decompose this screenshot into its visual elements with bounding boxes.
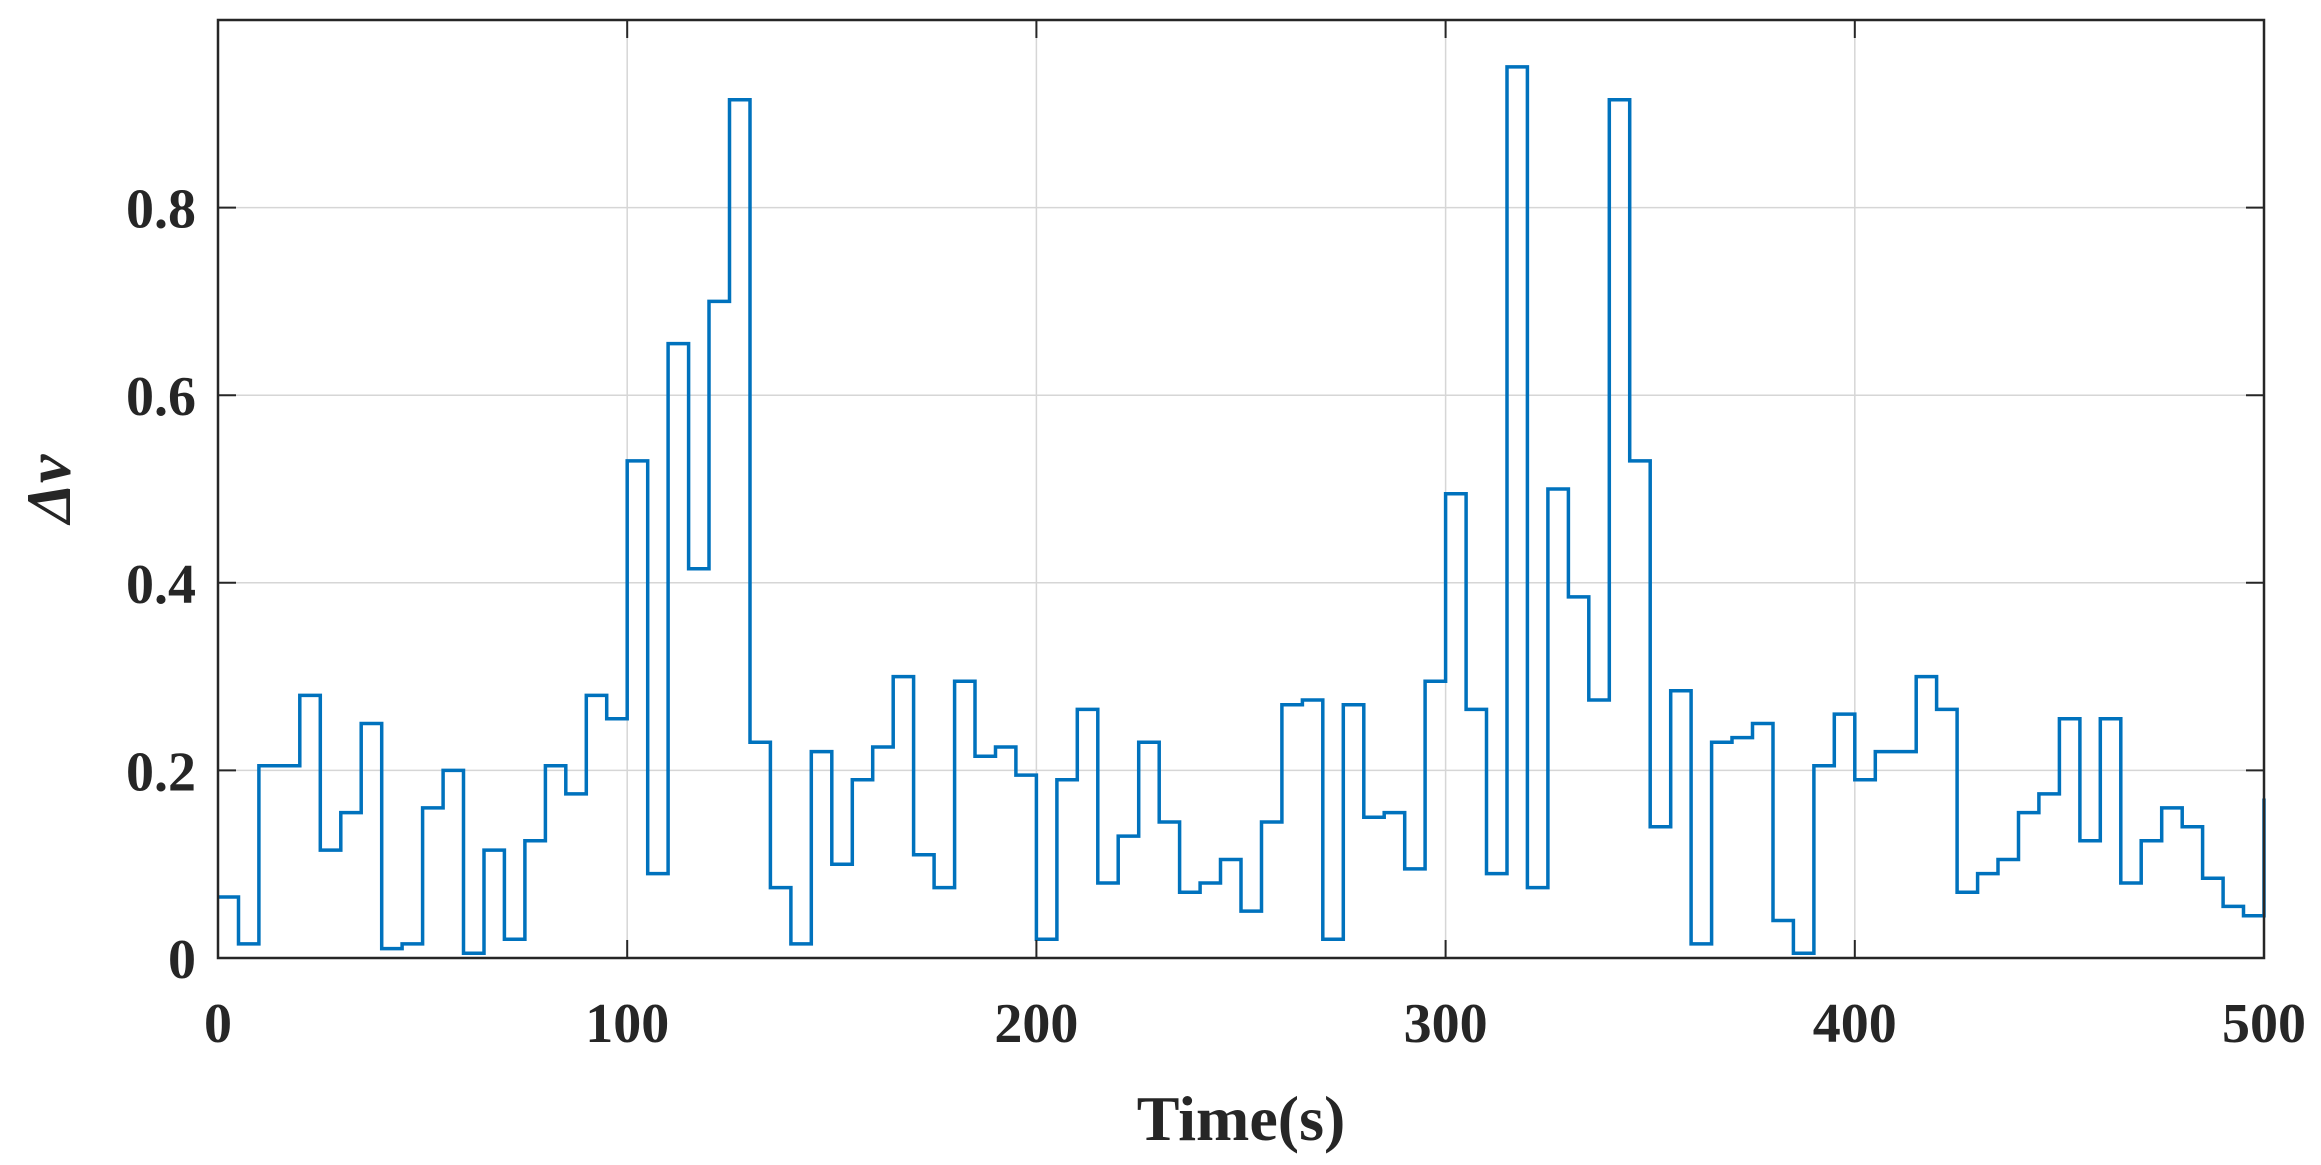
x-tick-label: 200 bbox=[994, 993, 1078, 1055]
y-tick-label: 0 bbox=[168, 929, 196, 991]
y-tick-label: 0.2 bbox=[126, 741, 196, 803]
plot-background bbox=[218, 20, 2264, 958]
y-axis-label: Δv bbox=[13, 454, 84, 526]
axes-frame bbox=[216, 18, 2266, 960]
x-tick-label: 0 bbox=[204, 993, 232, 1055]
x-axis-label: Time(s) bbox=[1137, 1083, 1346, 1154]
tick-labels: 0 100 200 300 400 500 0 0.2 0.4 0.6 0.8 bbox=[126, 179, 2306, 1055]
series-line-0 bbox=[218, 65, 2266, 956]
y-tick-label: 0.4 bbox=[126, 554, 196, 616]
x-tick-label: 100 bbox=[585, 993, 669, 1055]
series-layer bbox=[218, 65, 2266, 956]
axes-box bbox=[216, 18, 2266, 960]
tick-marks bbox=[217, 20, 2265, 959]
x-tick-label: 400 bbox=[1813, 993, 1897, 1055]
y-tick-label: 0.6 bbox=[126, 366, 196, 428]
x-tick-label: 500 bbox=[2222, 993, 2306, 1055]
y-tick-label: 0.8 bbox=[126, 179, 196, 241]
x-tick-label: 300 bbox=[1404, 993, 1488, 1055]
